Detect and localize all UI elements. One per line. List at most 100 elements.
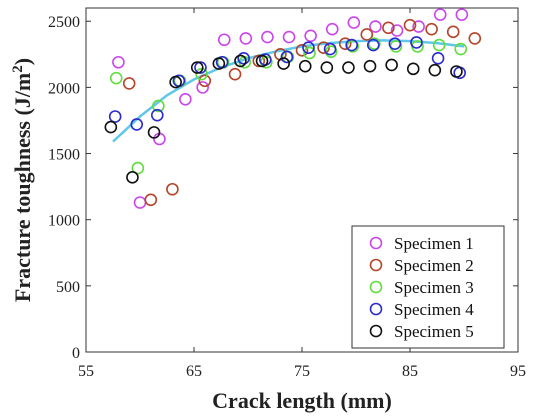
legend-marker-specimen-1 <box>369 236 383 250</box>
data-point-specimen-5 <box>169 75 182 89</box>
data-point-specimen-4 <box>366 38 380 52</box>
data-point-specimen-3 <box>109 71 123 85</box>
data-point-specimen-4 <box>108 110 122 123</box>
x-tick-label: 75 <box>294 363 310 380</box>
data-point-specimen-3 <box>303 46 316 60</box>
data-point-specimen-5 <box>450 65 463 78</box>
data-point-specimen-5 <box>255 54 269 68</box>
data-point-specimen-2 <box>252 54 266 68</box>
data-point-specimen-2 <box>446 25 460 39</box>
data-point-specimen-5 <box>126 171 139 184</box>
fit-curve-layer <box>112 39 465 143</box>
x-tick-label: 85 <box>402 363 418 380</box>
data-point-specimen-2 <box>144 193 158 207</box>
data-point-specimen-1 <box>261 30 274 44</box>
legend-marker-specimen-4 <box>369 302 383 316</box>
data-point-specimen-5 <box>212 57 226 70</box>
data-point-specimen-2 <box>228 67 242 81</box>
data-point-specimen-5 <box>342 61 355 74</box>
x-tick-label: 65 <box>186 363 202 380</box>
legend-label-specimen-2: Specimen 2 <box>394 256 474 275</box>
data-point-specimen-1 <box>217 33 231 47</box>
data-point-specimen-2 <box>403 18 417 32</box>
legend-label-specimen-3: Specimen 3 <box>394 278 474 297</box>
data-point-specimen-4 <box>345 38 358 52</box>
data-point-specimen-4 <box>302 41 315 54</box>
fit-curve <box>112 39 465 143</box>
data-point-specimen-5 <box>320 61 334 74</box>
data-point-specimen-2 <box>317 41 330 54</box>
legend-marker-specimen-5 <box>369 324 383 338</box>
x-axis-label: Crack length (mm) <box>212 388 392 413</box>
data-point-specimen-4 <box>194 61 207 74</box>
data-point-specimen-1 <box>179 92 192 106</box>
data-point-specimen-4 <box>150 108 164 122</box>
data-point-specimen-1 <box>433 8 447 21</box>
legend-box <box>351 225 505 349</box>
data-point-specimen-3 <box>195 67 208 81</box>
y-tick-label: 2500 <box>48 14 80 31</box>
y-axis-label-close: ) <box>10 58 35 65</box>
data-point-specimen-1 <box>133 196 147 209</box>
data-point-specimen-4 <box>280 50 294 64</box>
legend: Specimen 1 Specimen 2 Specimen 3 Specimen 4… <box>351 225 505 349</box>
data-point-specimen-1 <box>325 22 339 36</box>
data-point-specimen-1 <box>412 20 425 33</box>
data-point-specimen-5 <box>190 61 204 74</box>
x-tick-label: 55 <box>78 363 94 380</box>
data-point-specimen-5 <box>234 54 247 68</box>
legend-marker-specimen-2 <box>369 258 383 272</box>
data-point-specimen-1 <box>282 30 296 44</box>
data-point-specimen-2 <box>166 182 179 196</box>
y-axis-label-main: Fracture toughness (J/m <box>10 73 35 302</box>
data-point-specimen-3 <box>152 99 165 113</box>
data-point-specimen-2 <box>360 28 374 41</box>
data-point-specimen-2 <box>425 22 438 36</box>
y-tick-label: 1500 <box>48 147 80 164</box>
data-point-specimen-3 <box>131 161 145 175</box>
legend-label-specimen-5: Specimen 5 <box>394 322 474 341</box>
data-point-specimen-5 <box>428 63 442 77</box>
x-tick-label: 95 <box>510 363 526 380</box>
data-point-specimen-5 <box>147 126 161 139</box>
data-point-specimen-2 <box>338 37 352 51</box>
data-point-specimen-1 <box>455 8 469 21</box>
data-point-specimen-3 <box>432 38 446 52</box>
data-point-specimen-4 <box>410 36 423 49</box>
data-points-layer <box>104 8 482 209</box>
y-tick-label: 500 <box>56 279 80 296</box>
legend-label-specimen-4: Specimen 4 <box>394 300 474 319</box>
legend-label-specimen-1: Specimen 1 <box>394 234 474 253</box>
data-point-specimen-1 <box>390 24 404 37</box>
data-point-specimen-3 <box>454 42 468 56</box>
y-axis-label-superscript: 2 <box>10 65 26 73</box>
data-point-specimen-1 <box>347 16 361 29</box>
data-point-specimen-4 <box>130 118 144 131</box>
y-axis-label: Fracture toughness (J/m2) <box>10 58 35 302</box>
data-point-specimen-4 <box>388 37 402 51</box>
data-point-specimen-2 <box>468 32 482 45</box>
data-point-specimen-3 <box>346 40 360 53</box>
data-point-specimen-3 <box>368 37 381 51</box>
data-point-specimen-2 <box>198 74 212 88</box>
y-tick-label: 0 <box>72 345 80 362</box>
data-point-specimen-1 <box>239 32 253 45</box>
data-point-specimen-2 <box>295 44 309 57</box>
data-point-specimen-2 <box>122 77 136 90</box>
data-point-specimen-1 <box>304 29 317 43</box>
data-point-specimen-1 <box>112 55 125 69</box>
data-point-specimen-4 <box>237 51 250 65</box>
data-point-specimen-5 <box>363 59 377 73</box>
data-point-specimen-5 <box>385 58 398 72</box>
legend-marker-specimen-3 <box>369 280 383 294</box>
data-point-specimen-5 <box>277 57 290 70</box>
data-point-specimen-1 <box>196 81 209 94</box>
data-point-specimen-4 <box>431 51 445 65</box>
data-point-specimen-5 <box>298 59 312 73</box>
data-point-specimen-1 <box>369 20 382 33</box>
data-point-specimen-5 <box>104 120 118 134</box>
data-point-specimen-4 <box>323 42 337 56</box>
data-point-specimen-2 <box>382 21 395 35</box>
y-tick-label: 2000 <box>48 80 80 97</box>
